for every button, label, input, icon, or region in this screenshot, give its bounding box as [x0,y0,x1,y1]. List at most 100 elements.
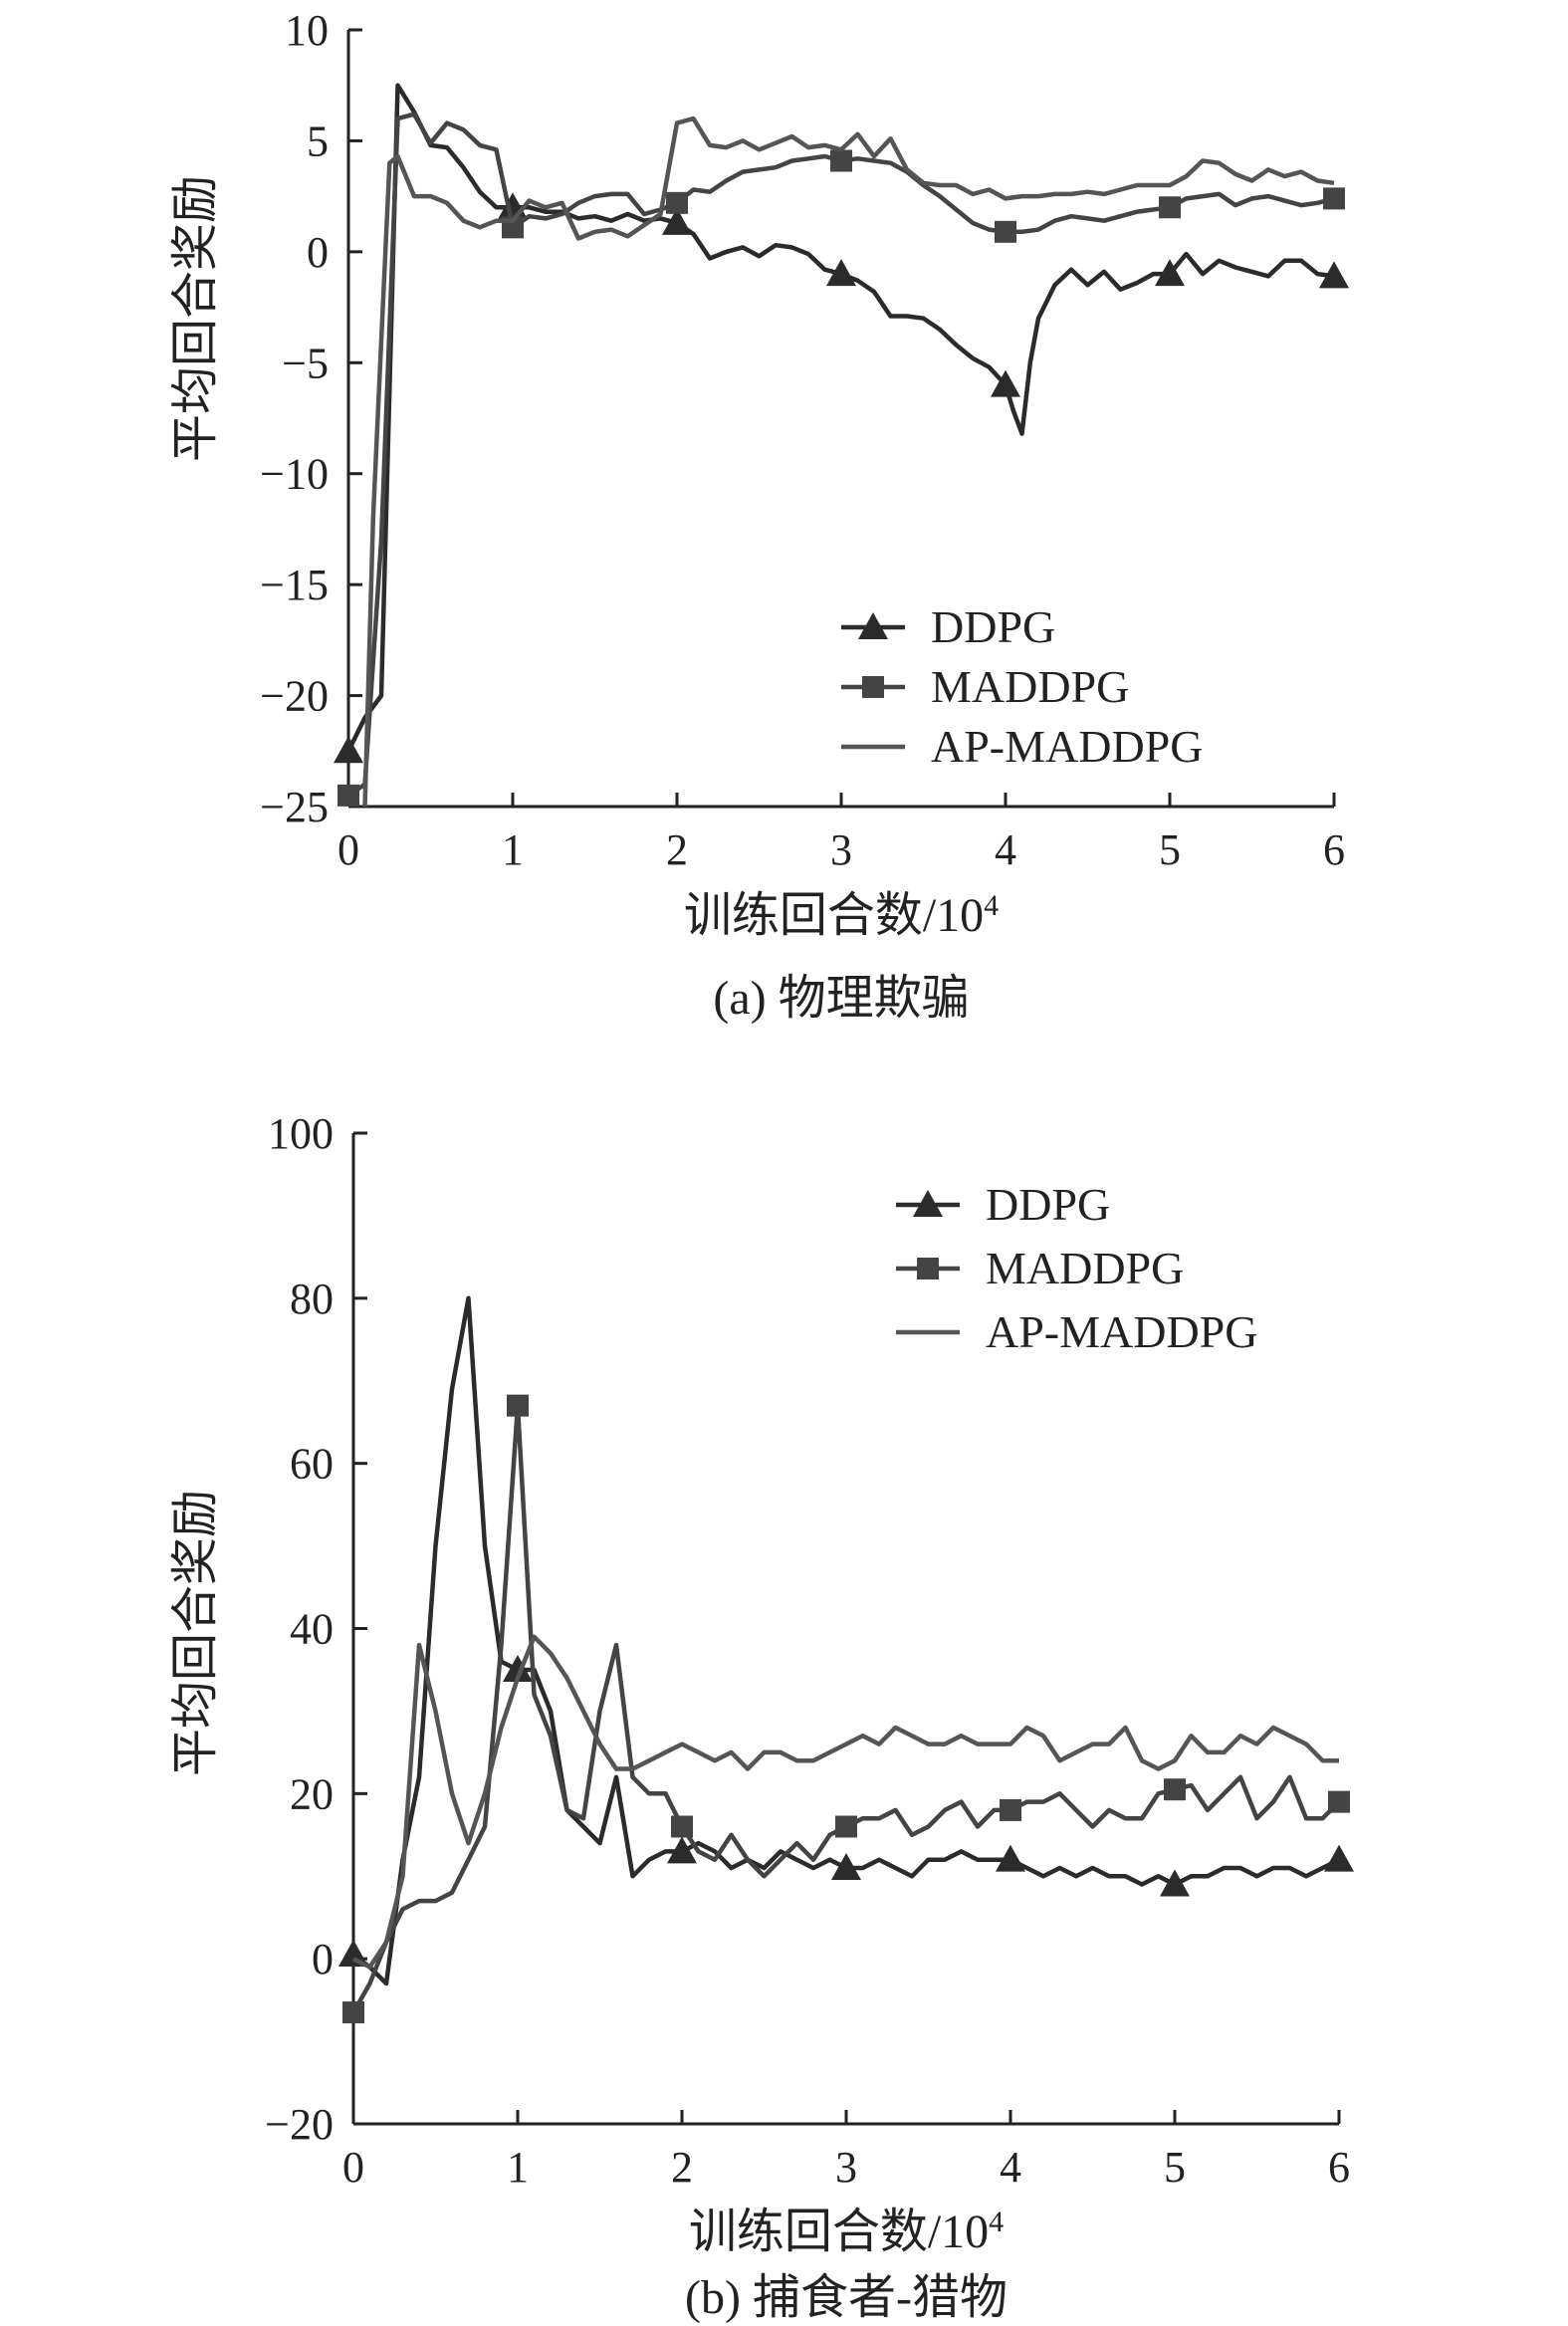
series-ddpg [334,83,1349,764]
legend-marker [917,1258,939,1279]
legend-a: DDPG MADDPG AP-MADDPG [841,601,1203,772]
caption-b: (b) 捕食者-猎物 [685,2271,1008,2324]
point-marker-ddpg [338,1940,368,1968]
chart-a: 0 1 2 3 4 5 6 −25 −20 −15 −10 −5 0 5 10 DDPG MADDPG AP-… [169,6,1349,1025]
x-tick-label: 1 [502,825,524,874]
y-tick-label: −25 [260,783,329,831]
x-tick-label: 5 [1159,825,1181,874]
x-tick-label: 6 [1323,825,1345,874]
y-ticks-a: −25 −20 −15 −10 −5 0 5 10 [260,6,362,831]
legend-marker [862,676,884,698]
y-tick-label: 40 [290,1605,334,1654]
legend-label: AP-MADDPG [931,721,1203,772]
x-axis-title-sup-a: 4 [984,889,999,922]
x-axis-title-text-a: 训练回合数/10 [684,889,984,942]
point-marker-maddpg [1328,1790,1350,1813]
point-marker-ddpg [334,736,363,764]
y-tick-label: −10 [260,450,329,499]
point-marker-maddpg [1164,1778,1186,1801]
point-marker-maddpg [671,1815,693,1838]
y-tick-label: −20 [260,672,329,721]
x-tick-label: 6 [1328,2143,1350,2192]
point-marker-ddpg [996,1844,1025,1872]
y-tick-label: −20 [265,2100,334,2149]
x-tick-label: 0 [337,825,359,874]
x-tick-label: 4 [1000,2143,1021,2192]
x-axis-title-b: 训练回合数/104 [689,2206,1004,2258]
series-line-maddpg [351,1403,1341,2014]
legend-label: DDPG [986,1179,1110,1230]
series-line-ap-maddpg [351,1634,1339,1970]
point-marker-maddpg [995,220,1016,243]
y-tick-label: 60 [290,1440,334,1489]
y-tick-label: −5 [282,339,329,387]
series-maddpg [342,1394,1350,2024]
legend-label: DDPG [931,601,1055,652]
point-marker-maddpg [342,2001,364,2024]
point-marker-ddpg [1160,1869,1190,1897]
y-tick-label: 5 [307,116,329,165]
point-marker-maddpg [1000,1798,1021,1821]
legend-marker [858,612,888,639]
x-tick-label: 3 [835,2143,857,2192]
point-marker-maddpg [835,1815,857,1838]
point-marker-ddpg [991,369,1020,397]
x-tick-label: 4 [995,825,1016,874]
legend-item-ap-maddpg: AP-MADDPG [896,1306,1257,1357]
y-tick-label: −15 [260,561,329,609]
series-line-maddpg [346,112,1335,798]
point-marker-ddpg [1155,259,1185,287]
point-marker-ddpg [1319,261,1349,289]
x-axis-title-sup-b: 4 [989,2206,1004,2238]
legend-item-ddpg: DDPG [841,601,1055,652]
point-marker-maddpg [1323,187,1345,210]
series-ap-maddpg [362,116,1335,808]
legend-item-maddpg: MADDPG [896,1243,1184,1293]
x-tick-label: 0 [342,2143,364,2192]
series-layer-a [334,83,1349,808]
legend-label: AP-MADDPG [986,1306,1257,1357]
legend-label: MADDPG [986,1243,1184,1293]
point-marker-maddpg [337,784,359,807]
caption-a: (a) 物理欺骗 [713,972,969,1025]
series-layer-b [338,1295,1354,2024]
x-axis-title-a: 训练回合数/104 [684,889,999,942]
legend-label: MADDPG [931,661,1129,712]
x-tick-label: 1 [507,2143,529,2192]
x-tick-label: 3 [830,825,852,874]
point-marker-maddpg [830,149,852,172]
point-marker-ddpg [1324,1844,1354,1872]
point-marker-maddpg [507,1394,529,1417]
series-maddpg [337,112,1345,807]
series-ap-maddpg [351,1634,1339,1970]
x-tick-label: 2 [671,2143,693,2192]
x-axis-title-text-b: 训练回合数/10 [689,2206,989,2258]
y-tick-label: 10 [285,6,329,55]
x-ticks-b: 0 1 2 3 4 5 6 [342,2110,1350,2192]
y-axis-title-b: 平均回合奖励 [169,1490,222,1776]
y-tick-label: 0 [312,1935,334,1983]
legend-item-maddpg: MADDPG [841,661,1129,712]
y-axis-title-a: 平均回合奖励 [169,175,222,462]
y-tick-label: 80 [290,1275,334,1323]
x-ticks-a: 0 1 2 3 4 5 6 [337,793,1345,874]
point-marker-maddpg [1159,196,1181,219]
y-ticks-b: −20 0 20 40 60 80 100 [265,1109,367,2149]
point-marker-ddpg [831,1852,861,1880]
series-line-ddpg [345,83,1335,753]
x-tick-label: 2 [666,825,688,874]
point-marker-ddpg [667,1836,697,1864]
x-tick-label: 5 [1164,2143,1186,2192]
legend-b: DDPG MADDPG AP-MADDPG [896,1179,1257,1357]
legend-item-ap-maddpg: AP-MADDPG [841,721,1203,772]
series-line-ap-maddpg [362,116,1335,808]
y-tick-label: 20 [290,1769,334,1818]
series-ddpg [338,1295,1354,1986]
legend-marker [913,1190,943,1217]
point-marker-maddpg [666,191,688,214]
legend-item-ddpg: DDPG [896,1179,1110,1230]
point-marker-ddpg [503,1654,533,1682]
y-tick-label: 100 [268,1109,334,1158]
point-marker-ddpg [826,259,856,287]
